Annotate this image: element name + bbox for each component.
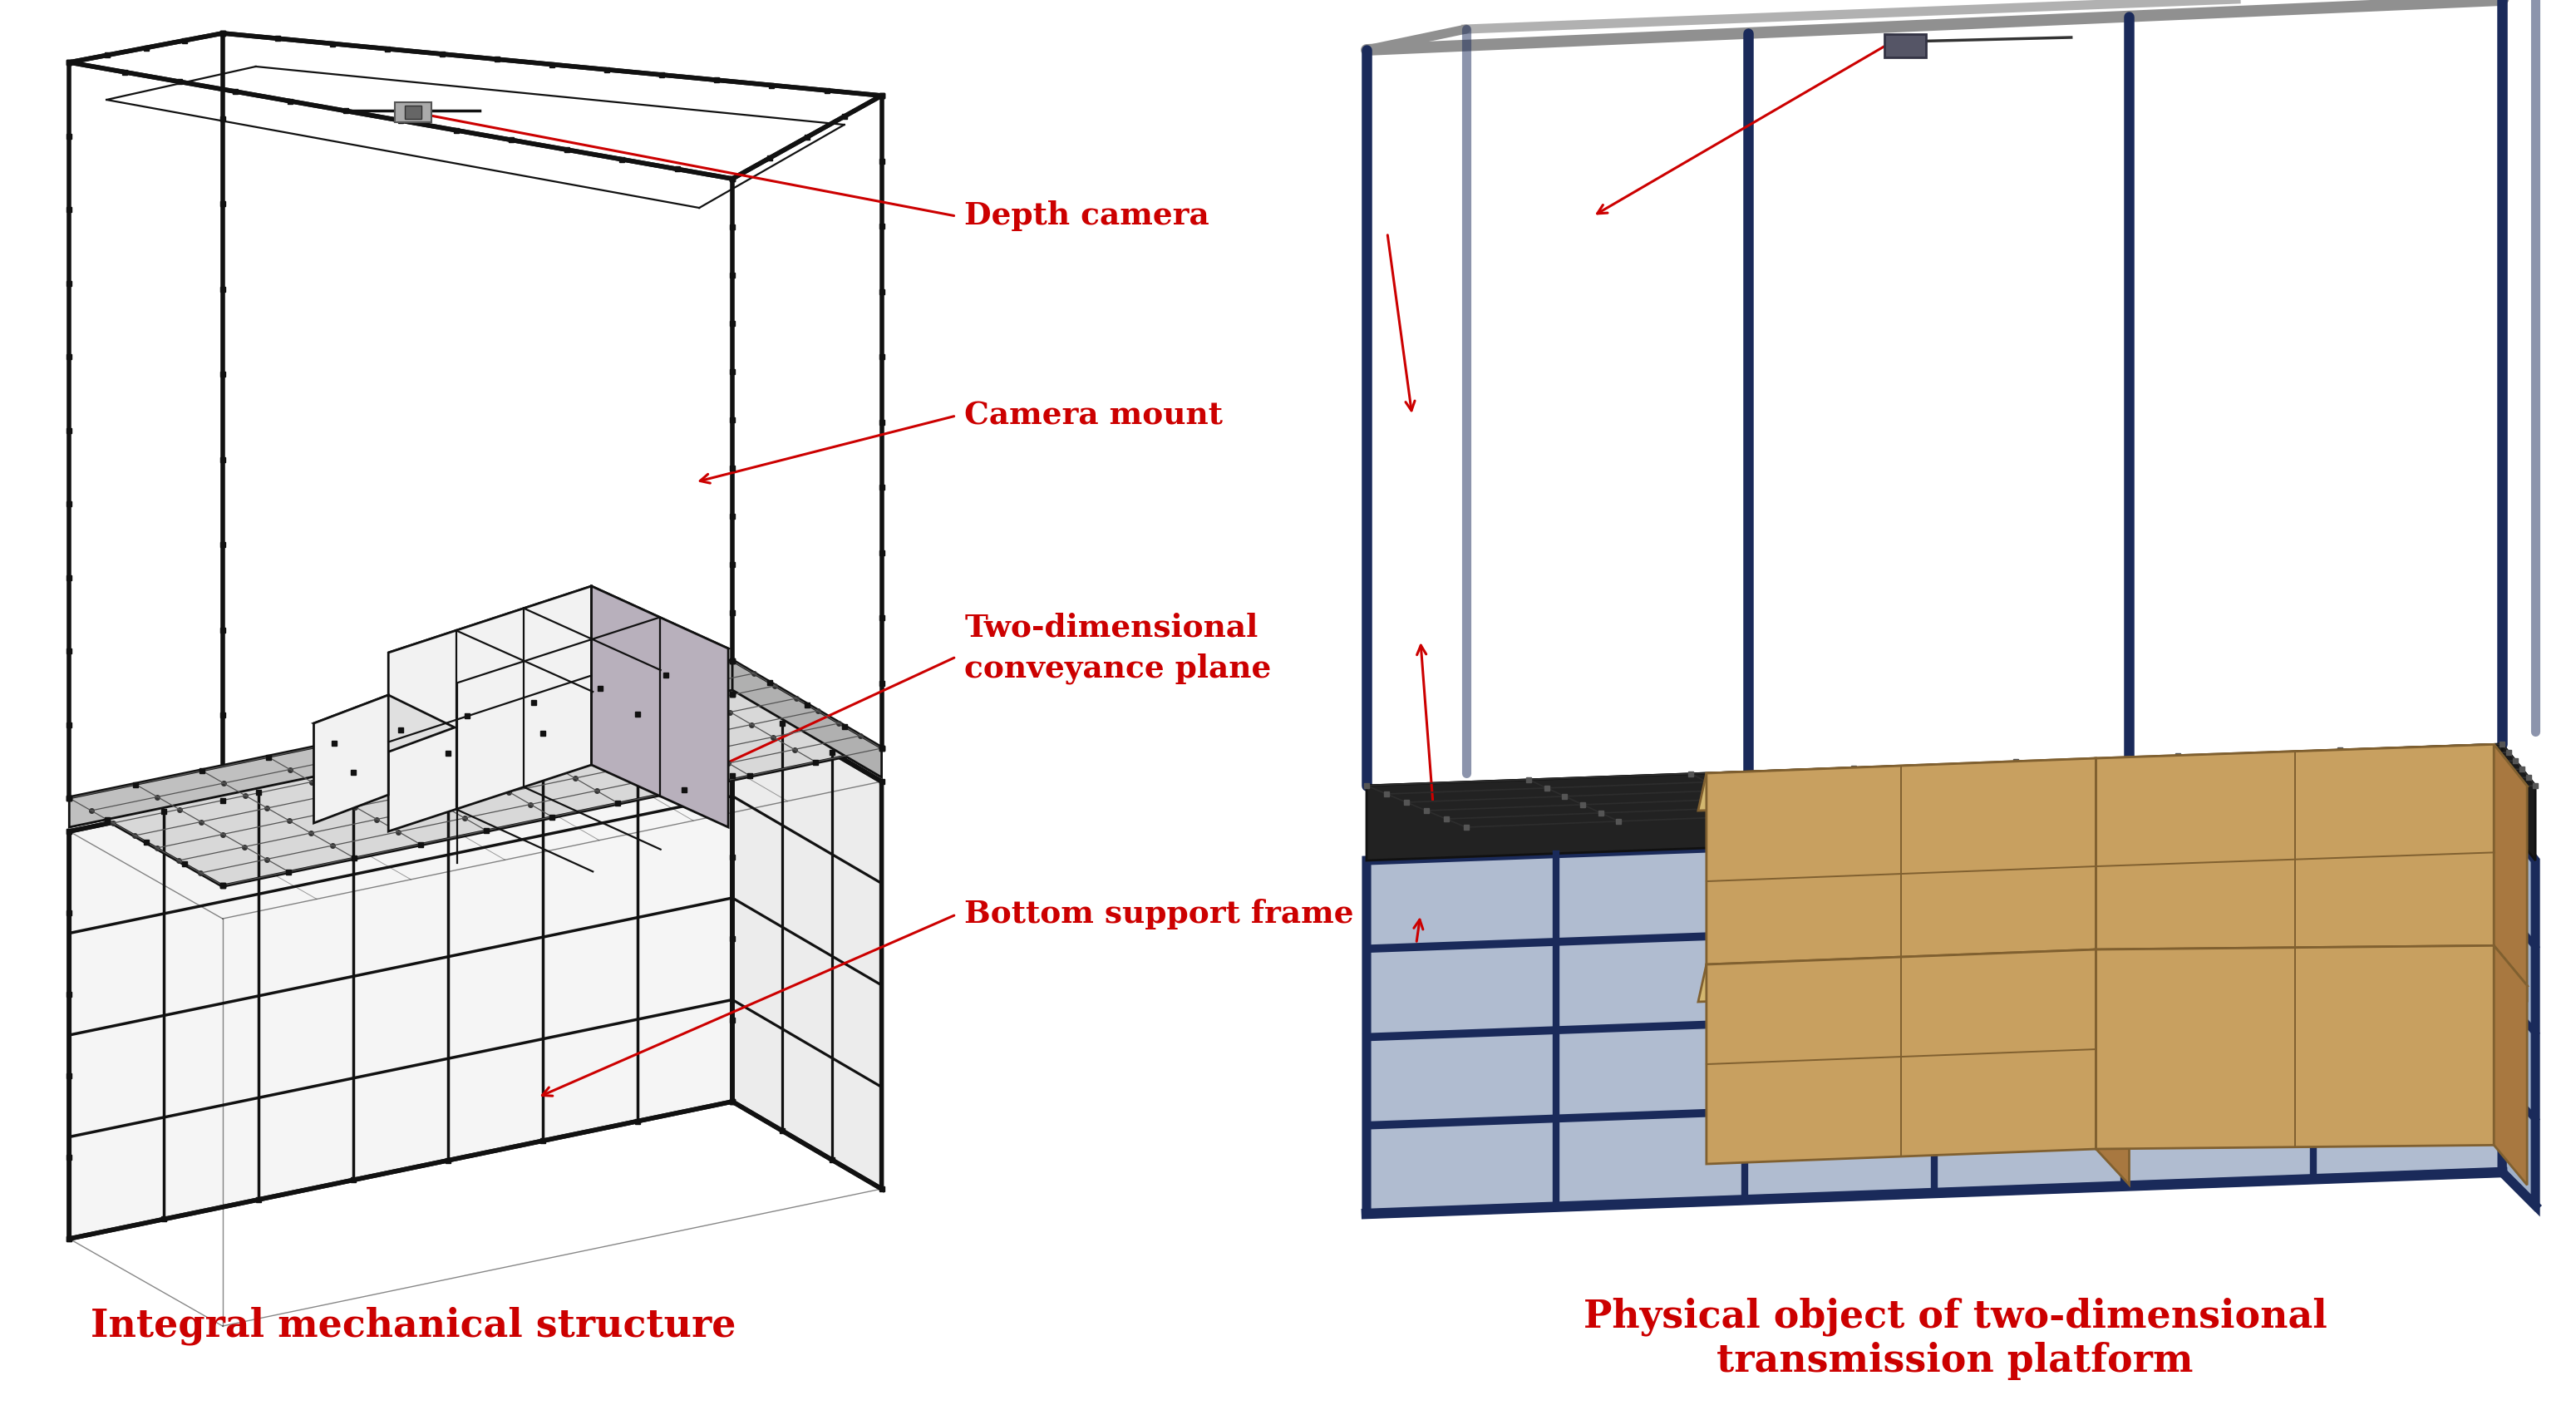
Polygon shape — [1698, 758, 2130, 811]
Polygon shape — [70, 661, 881, 886]
Polygon shape — [2097, 945, 2527, 985]
Polygon shape — [2494, 945, 2527, 1184]
Polygon shape — [732, 695, 881, 1189]
FancyBboxPatch shape — [1886, 34, 1927, 58]
Polygon shape — [2501, 819, 2535, 1206]
Text: Integral mechanical structure: Integral mechanical structure — [90, 1306, 737, 1346]
Polygon shape — [1365, 744, 2501, 860]
Polygon shape — [1705, 949, 2097, 1165]
Polygon shape — [2501, 744, 2535, 860]
Polygon shape — [314, 695, 389, 824]
FancyBboxPatch shape — [404, 106, 422, 119]
Text: Bottom support frame: Bottom support frame — [963, 899, 1355, 930]
Polygon shape — [1698, 949, 2130, 1002]
Polygon shape — [2097, 945, 2494, 1149]
Polygon shape — [70, 661, 732, 828]
Text: Depth camera: Depth camera — [963, 201, 1211, 232]
Text: Two-dimensional
conveyance plane: Two-dimensional conveyance plane — [963, 613, 1273, 685]
Polygon shape — [1365, 744, 2535, 828]
Polygon shape — [389, 586, 729, 713]
Polygon shape — [389, 586, 592, 832]
Polygon shape — [2494, 744, 2527, 1002]
Polygon shape — [592, 586, 729, 828]
Polygon shape — [2097, 744, 2527, 798]
Polygon shape — [314, 695, 456, 754]
Polygon shape — [70, 695, 732, 1238]
Text: Camera mount: Camera mount — [963, 400, 1224, 432]
Polygon shape — [2097, 949, 2130, 1184]
FancyBboxPatch shape — [394, 102, 433, 122]
Polygon shape — [2097, 758, 2130, 1015]
Polygon shape — [732, 661, 881, 777]
Text: Physical object of two-dimensional
transmission platform: Physical object of two-dimensional trans… — [1584, 1298, 2326, 1380]
Polygon shape — [2097, 744, 2494, 975]
Polygon shape — [1365, 819, 2501, 1214]
Polygon shape — [1705, 758, 2097, 989]
